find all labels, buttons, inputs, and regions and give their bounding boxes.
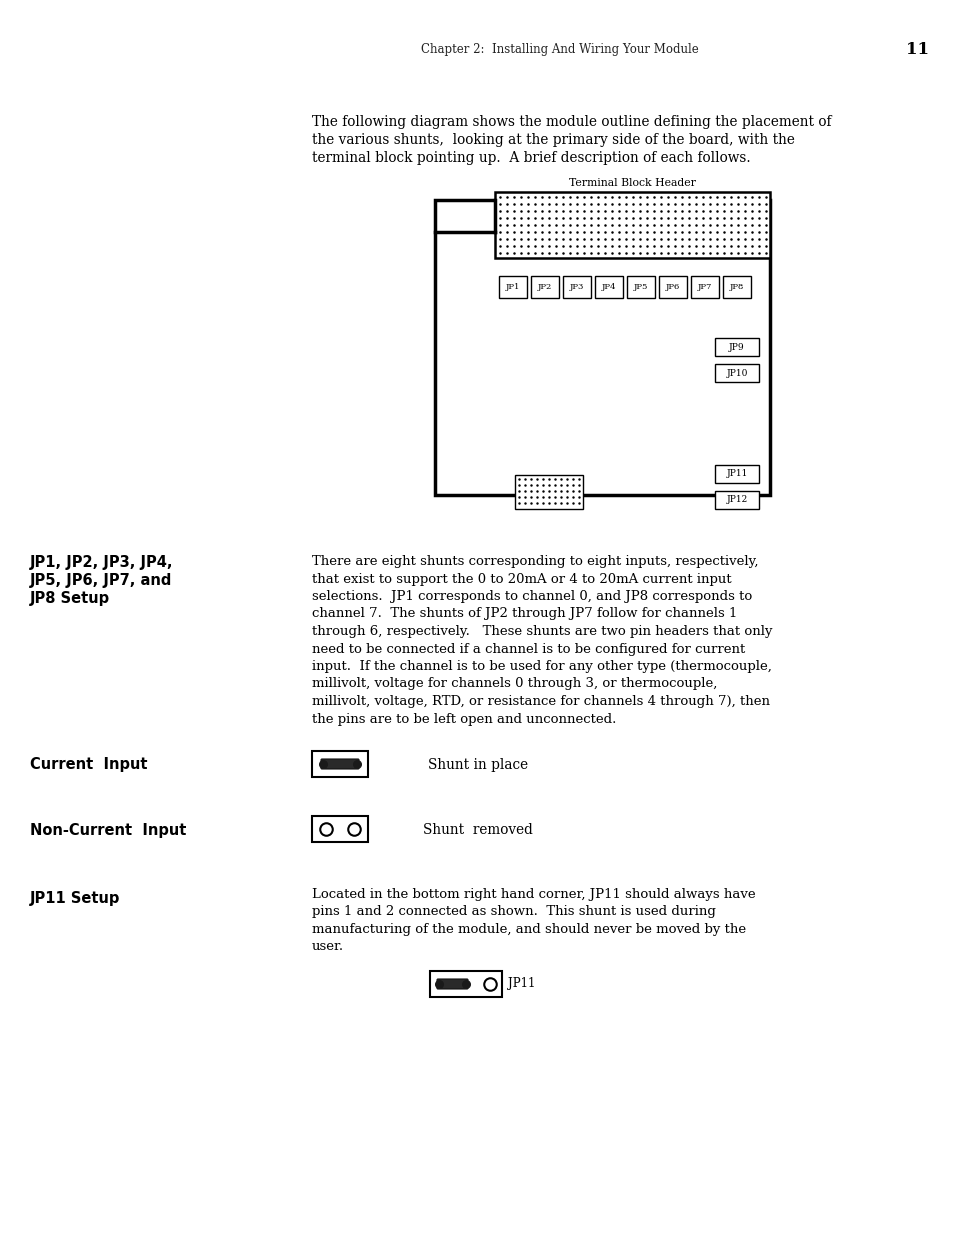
Text: JP11 Setup: JP11 Setup	[30, 890, 120, 905]
Text: input.  If the channel is to be used for any other type (thermocouple,: input. If the channel is to be used for …	[312, 659, 771, 673]
Text: Chapter 2:  Installing And Wiring Your Module: Chapter 2: Installing And Wiring Your Mo…	[420, 43, 699, 57]
Text: channel 7.  The shunts of JP2 through JP7 follow for channels 1: channel 7. The shunts of JP2 through JP7…	[312, 608, 737, 620]
FancyBboxPatch shape	[515, 475, 582, 509]
Text: Shunt  removed: Shunt removed	[422, 823, 533, 837]
Text: through 6, respectively.   These shunts are two pin headers that only: through 6, respectively. These shunts ar…	[312, 625, 772, 638]
FancyBboxPatch shape	[659, 275, 686, 298]
Text: JP1, JP2, JP3, JP4,: JP1, JP2, JP3, JP4,	[30, 555, 173, 571]
FancyBboxPatch shape	[626, 275, 655, 298]
Text: JP10: JP10	[725, 368, 747, 378]
Text: need to be connected if a channel is to be configured for current: need to be connected if a channel is to …	[312, 642, 744, 656]
Text: JP6: JP6	[665, 283, 679, 291]
Text: 11: 11	[905, 42, 928, 58]
Text: user.: user.	[312, 941, 344, 953]
FancyBboxPatch shape	[320, 760, 358, 769]
FancyBboxPatch shape	[714, 492, 759, 509]
Text: the pins are to be left open and unconnected.: the pins are to be left open and unconne…	[312, 713, 616, 725]
Text: JP9: JP9	[728, 342, 744, 352]
Text: Non-Current  Input: Non-Current Input	[30, 823, 186, 837]
FancyBboxPatch shape	[562, 275, 590, 298]
FancyBboxPatch shape	[595, 275, 622, 298]
FancyBboxPatch shape	[690, 275, 719, 298]
Text: pins 1 and 2 connected as shown.  This shunt is used during: pins 1 and 2 connected as shown. This sh…	[312, 905, 715, 919]
Text: JP5, JP6, JP7, and: JP5, JP6, JP7, and	[30, 573, 172, 588]
Text: JP8: JP8	[729, 283, 743, 291]
Text: JP7: JP7	[697, 283, 712, 291]
FancyBboxPatch shape	[312, 751, 368, 777]
Text: JP11: JP11	[507, 977, 535, 990]
Text: There are eight shunts corresponding to eight inputs, respectively,: There are eight shunts corresponding to …	[312, 555, 758, 568]
Text: JP3: JP3	[569, 283, 583, 291]
Text: manufacturing of the module, and should never be moved by the: manufacturing of the module, and should …	[312, 923, 745, 936]
Text: JP4: JP4	[601, 283, 616, 291]
Text: The following diagram shows the module outline defining the placement of: The following diagram shows the module o…	[312, 115, 831, 128]
FancyBboxPatch shape	[312, 816, 368, 842]
Text: JP1: JP1	[505, 283, 519, 291]
Text: millivolt, voltage, RTD, or resistance for channels 4 through 7), then: millivolt, voltage, RTD, or resistance f…	[312, 695, 769, 708]
Text: JP5: JP5	[633, 283, 647, 291]
FancyBboxPatch shape	[495, 191, 769, 258]
FancyBboxPatch shape	[714, 338, 759, 356]
Text: terminal block pointing up.  A brief description of each follows.: terminal block pointing up. A brief desc…	[312, 151, 750, 165]
Text: Shunt in place: Shunt in place	[428, 758, 528, 772]
Text: the various shunts,  looking at the primary side of the board, with the: the various shunts, looking at the prima…	[312, 133, 794, 147]
Text: that exist to support the 0 to 20mA or 4 to 20mA current input: that exist to support the 0 to 20mA or 4…	[312, 573, 731, 585]
FancyBboxPatch shape	[722, 275, 750, 298]
Text: JP2: JP2	[537, 283, 552, 291]
FancyBboxPatch shape	[430, 971, 501, 997]
FancyBboxPatch shape	[498, 275, 526, 298]
FancyBboxPatch shape	[714, 364, 759, 382]
Text: Located in the bottom right hand corner, JP11 should always have: Located in the bottom right hand corner,…	[312, 888, 755, 902]
Text: JP8 Setup: JP8 Setup	[30, 592, 110, 606]
Text: Terminal Block Header: Terminal Block Header	[569, 178, 695, 188]
Text: selections.  JP1 corresponds to channel 0, and JP8 corresponds to: selections. JP1 corresponds to channel 0…	[312, 590, 752, 603]
Text: JP12: JP12	[725, 495, 747, 505]
Text: JP11: JP11	[725, 469, 747, 478]
Text: Current  Input: Current Input	[30, 757, 148, 773]
Text: millivolt, voltage for channels 0 through 3, or thermocouple,: millivolt, voltage for channels 0 throug…	[312, 678, 717, 690]
FancyBboxPatch shape	[436, 979, 468, 989]
FancyBboxPatch shape	[714, 466, 759, 483]
FancyBboxPatch shape	[531, 275, 558, 298]
